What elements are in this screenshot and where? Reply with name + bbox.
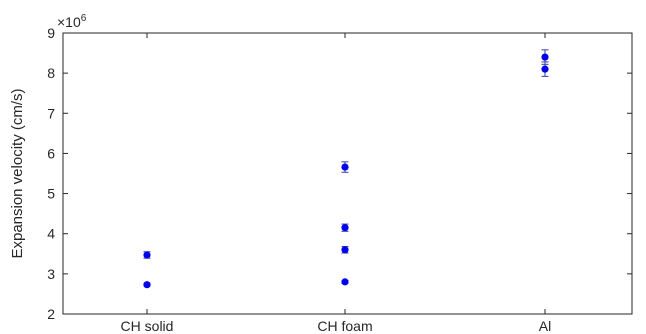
marker xyxy=(541,65,549,73)
marker xyxy=(341,224,349,232)
marker xyxy=(341,246,349,254)
data-point-2 xyxy=(341,161,349,173)
data-point-7 xyxy=(541,61,549,77)
plot-area xyxy=(62,32,633,315)
data-point-4 xyxy=(341,246,349,254)
marker xyxy=(143,281,151,289)
y-axis-multiplier-base: ×10 xyxy=(57,14,81,30)
y-axis-multiplier-exponent: 6 xyxy=(81,13,87,24)
x-tick-label: CH foam xyxy=(317,318,372,334)
data-point-3 xyxy=(341,223,349,232)
y-tick-label: 8 xyxy=(47,65,55,81)
y-axis: 2 3 4 5 6 7 8 9 xyxy=(47,25,632,322)
y-tick-label: 2 xyxy=(47,306,55,322)
marker xyxy=(341,163,349,171)
data-points xyxy=(143,49,549,289)
y-tick-label: 7 xyxy=(47,105,55,121)
y-tick-label: 9 xyxy=(47,25,55,41)
data-point-1 xyxy=(143,281,151,289)
y-axis-label: Expansion velocity (cm/s) xyxy=(9,88,26,258)
x-tick-label: Al xyxy=(539,318,551,334)
y-tick-label: 6 xyxy=(47,145,55,161)
marker xyxy=(341,278,349,286)
data-point-5 xyxy=(341,278,349,286)
marker xyxy=(541,53,549,61)
marker xyxy=(143,251,151,259)
y-tick-label: 3 xyxy=(47,266,55,282)
y-tick-label: 4 xyxy=(47,226,55,242)
x-tick-label: CH solid xyxy=(121,318,174,334)
y-axis-multiplier: ×106 xyxy=(57,13,87,30)
data-point-0 xyxy=(143,251,151,259)
y-tick-label: 5 xyxy=(47,186,55,202)
x-axis: CH solid CH foam Al xyxy=(121,33,551,334)
